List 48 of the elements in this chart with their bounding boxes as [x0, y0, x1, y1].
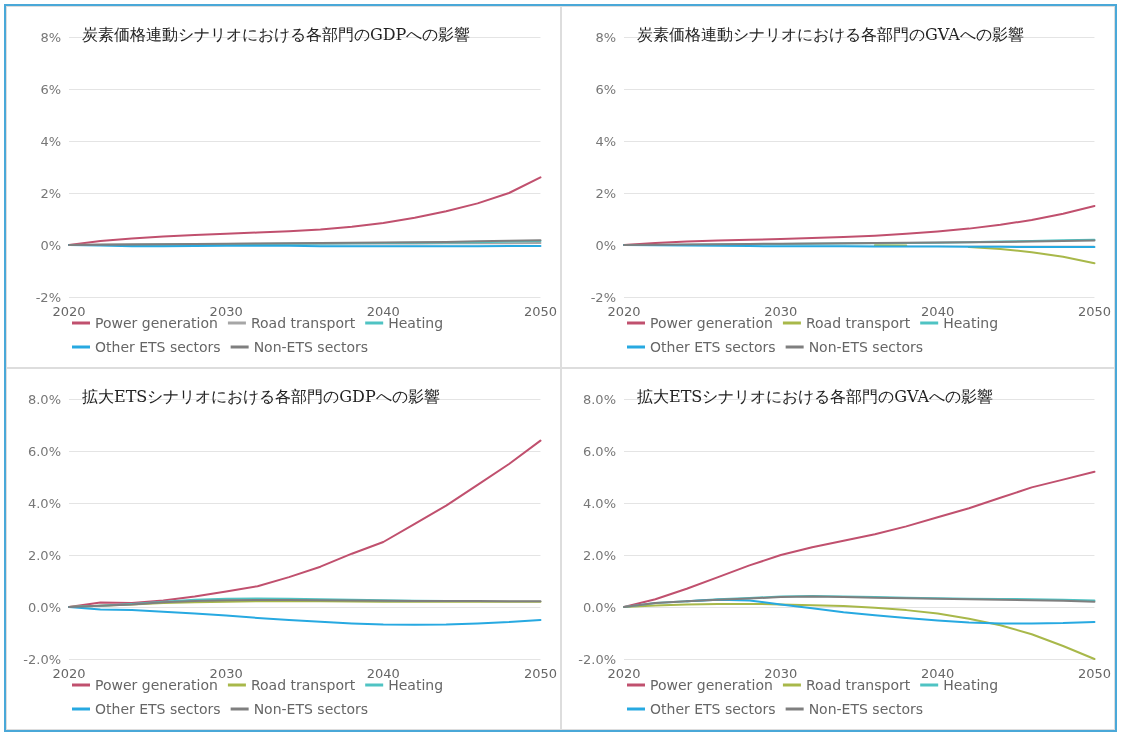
y-tick-label: 4.0%	[582, 495, 616, 511]
x-tick-label: 2020	[52, 666, 86, 681]
chart-title: 炭素価格連動シナリオにおける各部門のGDPへの影響	[82, 24, 471, 44]
y-tick-label: 4%	[40, 133, 61, 149]
y-tick-label: 2%	[595, 185, 616, 201]
y-tick-label: -2%	[35, 289, 61, 305]
y-tick-label: 0%	[595, 237, 616, 253]
y-tick-label: 0.0%	[27, 599, 61, 615]
y-tick-label: 4.0%	[27, 495, 61, 511]
y-tick-label: 2.0%	[27, 547, 61, 563]
legend-label: Road transport	[805, 315, 911, 331]
chart-title: 拡大ETSシナリオにおける各部門のGDPへの影響	[82, 386, 440, 406]
x-tick-label: 2050	[523, 304, 557, 319]
y-tick-label: 6.0%	[582, 443, 616, 459]
x-tick-label: 2020	[607, 304, 641, 319]
y-tick-label: -2.0%	[578, 651, 616, 667]
y-tick-label: 4%	[595, 133, 616, 149]
y-tick-label: 8%	[595, 29, 616, 45]
y-tick-label: 2.0%	[582, 547, 616, 563]
legend-label: Other ETS sectors	[650, 339, 776, 355]
legend-label: Non-ETS sectors	[253, 701, 369, 717]
y-tick-label: 0%	[40, 237, 61, 253]
legend-label: Other ETS sectors	[650, 701, 776, 717]
y-tick-label: -2%	[590, 289, 616, 305]
y-tick-label: 2%	[40, 185, 61, 201]
legend-label: Non-ETS sectors	[808, 701, 924, 717]
x-tick-label: 2050	[523, 666, 557, 681]
y-tick-label: 0.0%	[582, 599, 616, 615]
legend-label: Road transport	[250, 677, 356, 693]
legend-label: Non-ETS sectors	[808, 339, 924, 355]
legend-label: Road transport	[805, 677, 911, 693]
chart-title: 炭素価格連動シナリオにおける各部門のGVAへの影響	[637, 24, 1024, 44]
legend-label: Non-ETS sectors	[253, 339, 369, 355]
x-tick-label: 2020	[607, 666, 641, 681]
y-tick-label: 6.0%	[27, 443, 61, 459]
y-tick-label: 8%	[40, 29, 61, 45]
legend-label: Road transport	[250, 315, 356, 331]
chart-title: 拡大ETSシナリオにおける各部門のGVAへの影響	[637, 386, 994, 406]
y-tick-label: 6%	[40, 81, 61, 97]
y-tick-label: 8.0%	[27, 391, 61, 407]
x-tick-label: 2050	[1077, 666, 1111, 681]
y-tick-label: 8.0%	[582, 391, 616, 407]
y-tick-label: -2.0%	[23, 651, 61, 667]
y-tick-label: 6%	[595, 81, 616, 97]
x-tick-label: 2050	[1077, 304, 1111, 319]
legend-label: Other ETS sectors	[95, 701, 221, 717]
x-tick-label: 2020	[52, 304, 86, 319]
legend-label: Other ETS sectors	[95, 339, 221, 355]
